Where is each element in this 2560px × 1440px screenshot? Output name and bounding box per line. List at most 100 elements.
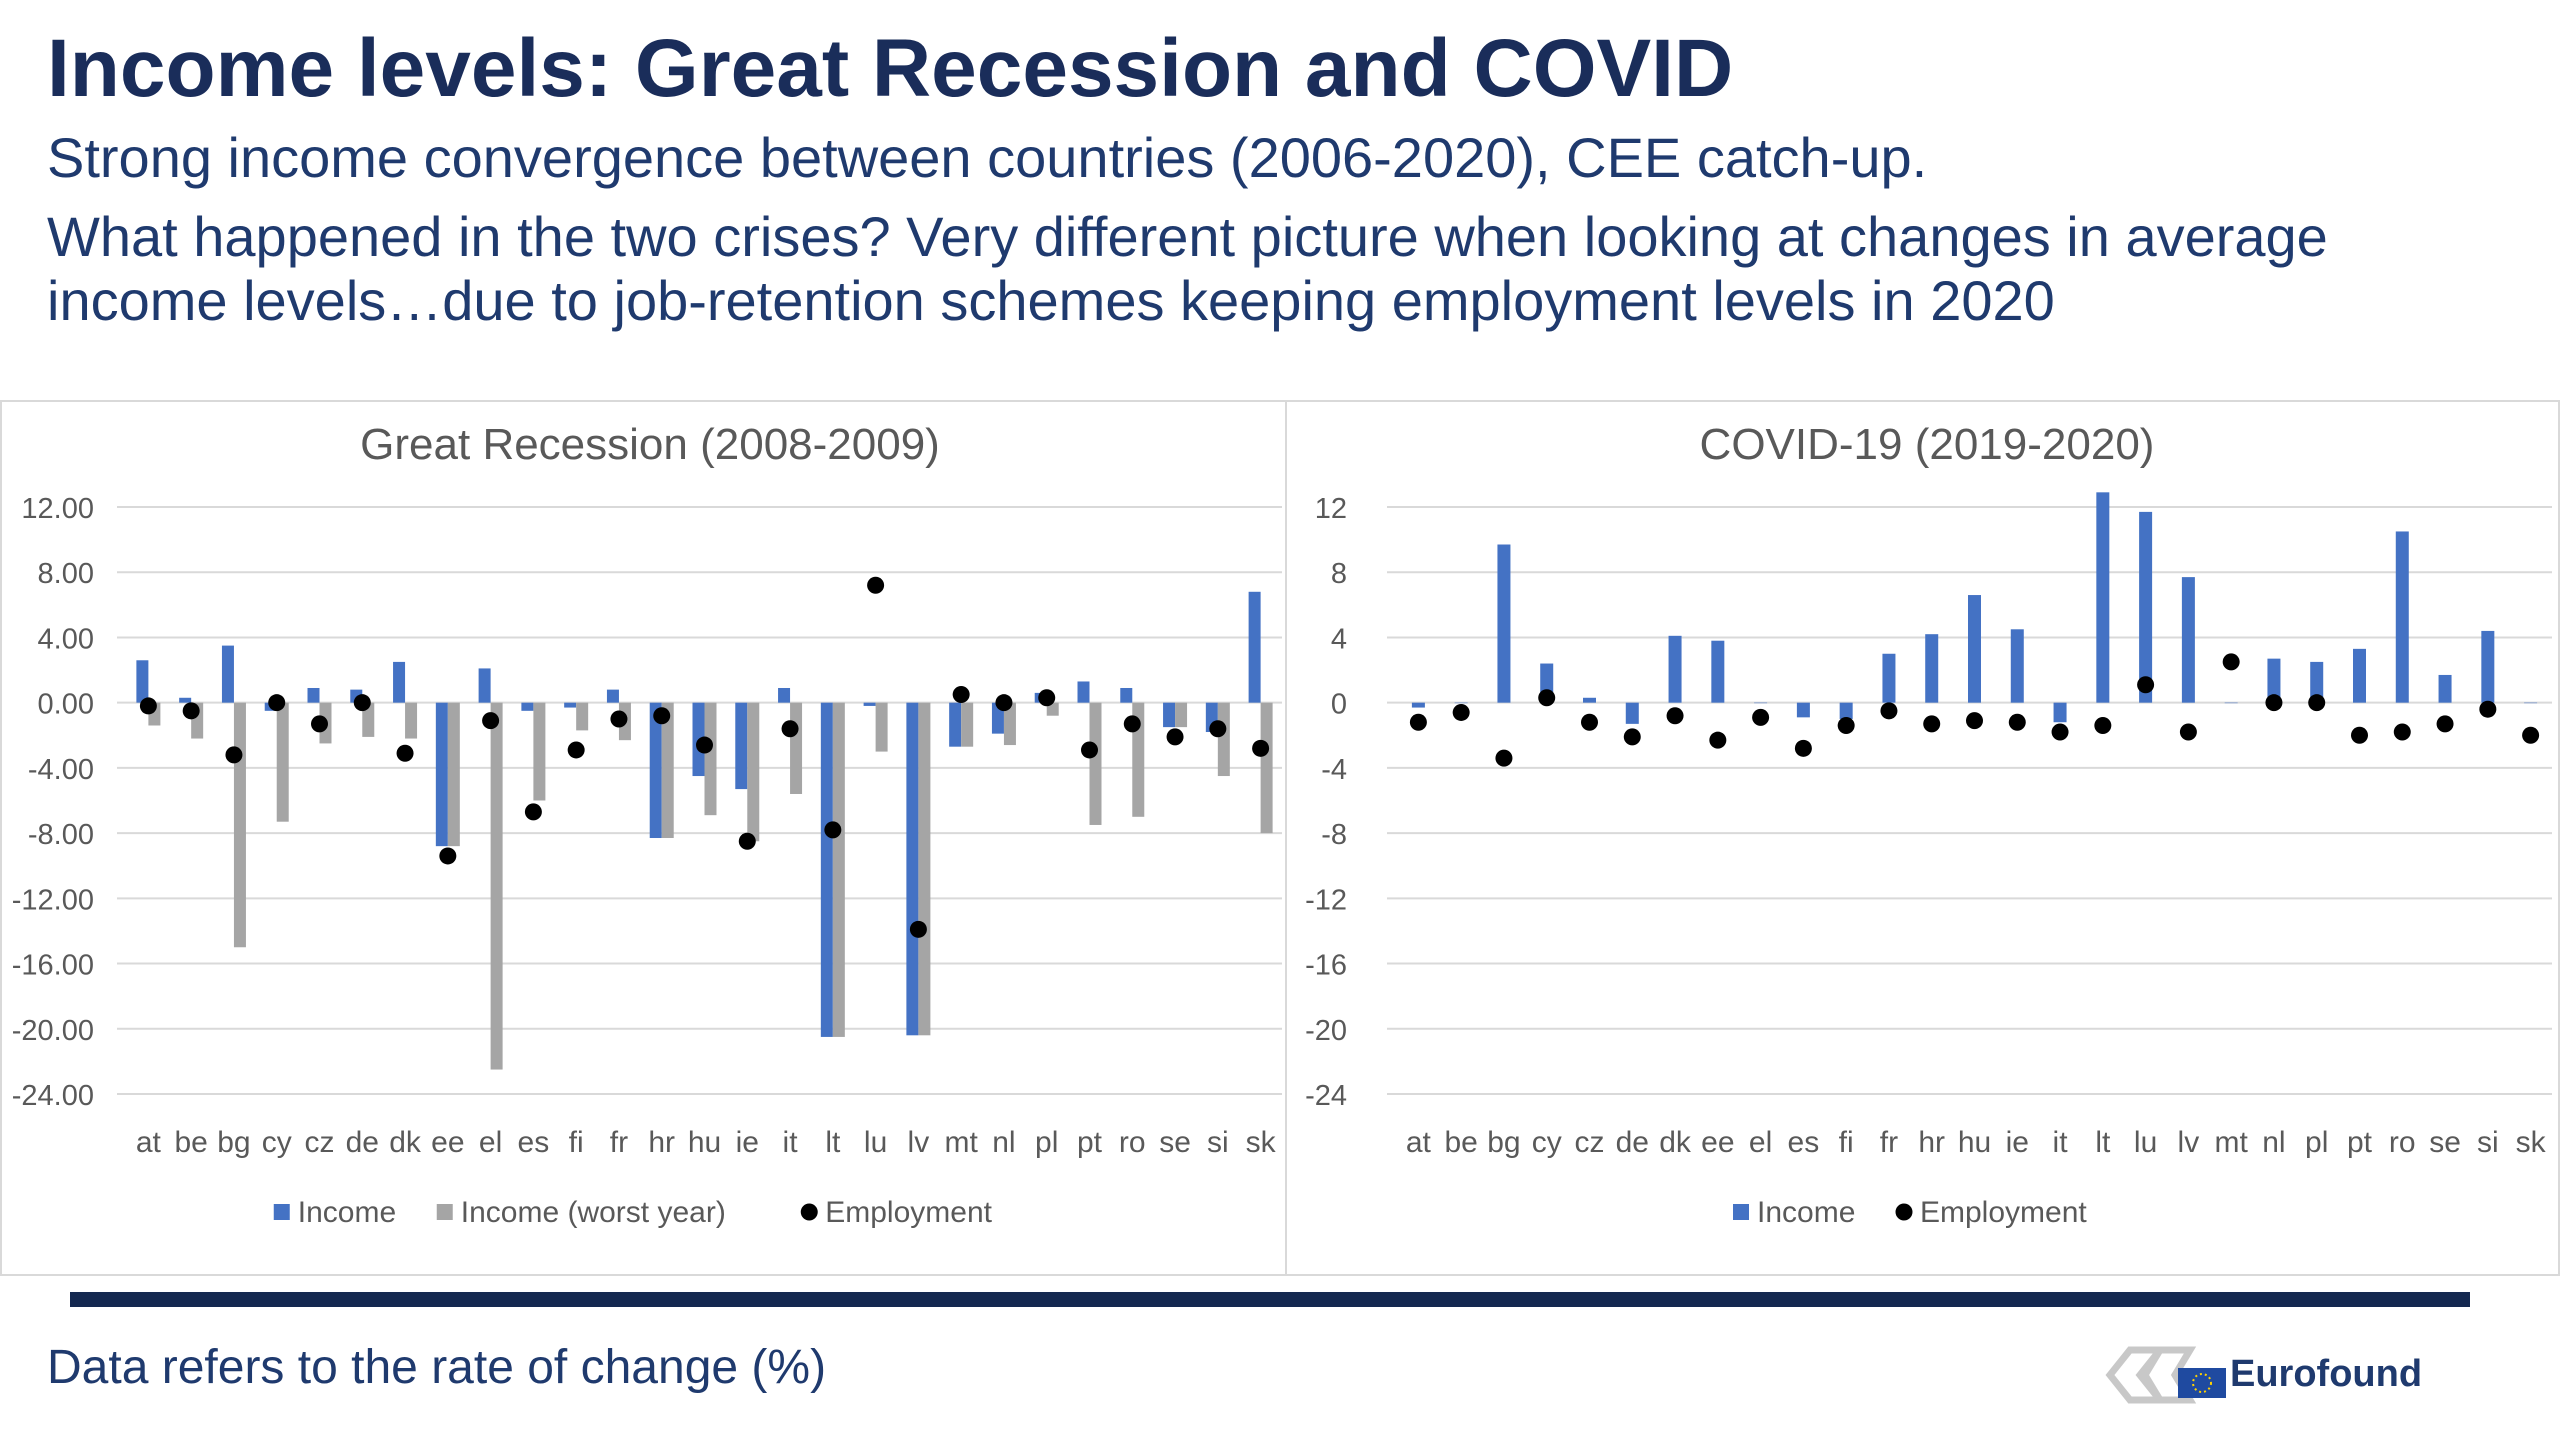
employment-point <box>1923 715 1941 733</box>
x-tick-label: be <box>1444 1126 1477 1159</box>
bar-income <box>2053 702 2067 723</box>
employment-point <box>1081 741 1098 759</box>
x-tick-label: bg <box>217 1126 250 1159</box>
x-tick-label: es <box>518 1126 550 1159</box>
employment-point <box>353 694 371 712</box>
x-tick-label: hr <box>648 1126 675 1159</box>
employment-point <box>1538 689 1556 707</box>
employment-point <box>1794 739 1812 757</box>
y-tick-label: -12.00 <box>12 884 94 916</box>
x-tick-label: cy <box>262 1126 292 1159</box>
bar-income <box>606 689 619 703</box>
x-tick-label: bg <box>1487 1126 1520 1159</box>
y-tick-label: -16.00 <box>12 950 94 982</box>
footer-divider <box>70 1292 2470 1307</box>
x-tick-label: el <box>1749 1126 1772 1159</box>
bar-income-worst-year- <box>490 702 503 1070</box>
bar-income-worst-year- <box>405 702 418 739</box>
x-tick-label: hu <box>688 1126 721 1159</box>
bar-income <box>478 668 491 703</box>
employment-point <box>1038 689 1056 707</box>
bar-income <box>1754 702 1768 704</box>
x-tick-label: hr <box>1918 1126 1945 1159</box>
x-tick-label: fi <box>569 1126 584 1159</box>
bar-income-worst-year- <box>1217 702 1230 777</box>
slide-title: Income levels: Great Recession and COVID <box>47 23 1734 114</box>
bar-income-worst-year- <box>362 702 375 737</box>
bar-income <box>1497 544 1511 703</box>
x-tick-label: it <box>2053 1126 2069 1159</box>
x-tick-label: mt <box>2215 1126 2249 1159</box>
x-tick-label: mt <box>945 1126 979 1159</box>
x-tick-label: pl <box>2305 1126 2328 1159</box>
y-tick-label: -20 <box>1305 1015 1347 1047</box>
bar-income <box>1968 595 1981 703</box>
employment-point <box>867 576 885 594</box>
chart-covid: COVID-19 (2019-2020) 12 8 4 0 -4 -8 -12 -16 -20 -2… <box>1305 420 2552 1229</box>
x-tick-label: dk <box>1659 1126 1692 1159</box>
bar-income-worst-year- <box>233 702 246 948</box>
legend-label: Income (worst year) <box>461 1196 726 1229</box>
employment-point <box>567 741 585 759</box>
employment-point <box>952 686 970 704</box>
eurofound-logo-text: Eurofound <box>2230 1353 2423 1395</box>
x-tick-label: fi <box>1839 1126 1854 1159</box>
employment-point <box>482 712 500 730</box>
bar-income <box>1796 702 1810 718</box>
bar-income <box>564 702 577 708</box>
bar-income-worst-year- <box>447 702 460 847</box>
x-tick-label: cz <box>1575 1126 1605 1159</box>
bar-income <box>2353 648 2366 703</box>
x-tick-label: lu <box>2134 1126 2157 1159</box>
bar-income-worst-year- <box>533 702 546 801</box>
bar-income <box>1882 653 1896 703</box>
legend-label: Employment <box>825 1196 992 1229</box>
x-tick-label: ie <box>2006 1126 2029 1159</box>
employment-point <box>2351 726 2368 744</box>
x-tick-label: dk <box>389 1126 422 1159</box>
y-tick-label: -24 <box>1305 1080 1347 1112</box>
bar-income <box>2224 702 2238 704</box>
employment-point <box>2222 653 2240 671</box>
employment-point <box>1252 739 1270 757</box>
legend-swatch <box>1733 1204 1749 1220</box>
employment-point <box>225 746 243 764</box>
y-tick-label: 4 <box>1331 623 1347 655</box>
bar-income <box>2267 658 2281 703</box>
employment-point <box>1709 731 1727 749</box>
employment-point <box>1409 713 1427 731</box>
bar-income-worst-year- <box>1260 702 1273 834</box>
employment-point <box>439 847 457 865</box>
employment-point <box>2008 713 2026 731</box>
x-tick-label: cz <box>305 1126 335 1159</box>
employment-point <box>182 702 200 720</box>
employment-point <box>2436 715 2454 733</box>
bar-income <box>393 661 406 703</box>
y-tick-label: -4.00 <box>28 754 94 786</box>
bar-income <box>221 645 234 703</box>
chart-great-recession: Great Recession (2008-2009) 12.00 8.00 4.00… <box>12 420 1282 1229</box>
employment-point <box>2137 676 2155 694</box>
y-tick-label: -12 <box>1305 884 1347 916</box>
employment-point <box>1209 720 1227 738</box>
bar-income-worst-year- <box>1003 702 1016 746</box>
employment-point <box>1837 716 1855 734</box>
x-tick-label: lv <box>2178 1126 2200 1159</box>
x-tick-label: lu <box>864 1126 887 1159</box>
bar-income-worst-year- <box>576 702 589 731</box>
employment-point <box>1966 712 1983 730</box>
x-tick-label: at <box>136 1126 162 1159</box>
bar-income-worst-year- <box>747 702 760 842</box>
bar-income <box>1668 635 1682 703</box>
employment-point <box>738 832 756 850</box>
x-tick-label: ee <box>1701 1126 1734 1159</box>
bar-income-worst-year- <box>276 702 289 822</box>
x-tick-label: lt <box>2095 1126 2111 1159</box>
x-tick-label: se <box>2429 1126 2461 1159</box>
bar-income-worst-year- <box>1089 702 1102 825</box>
bar-income <box>2395 531 2409 703</box>
slide-subtitle: Strong income convergence between countr… <box>47 126 1928 189</box>
eurofound-logo: Eurofound <box>2100 1335 2430 1415</box>
bar-income-worst-year- <box>661 702 674 839</box>
bar-income <box>136 660 149 703</box>
